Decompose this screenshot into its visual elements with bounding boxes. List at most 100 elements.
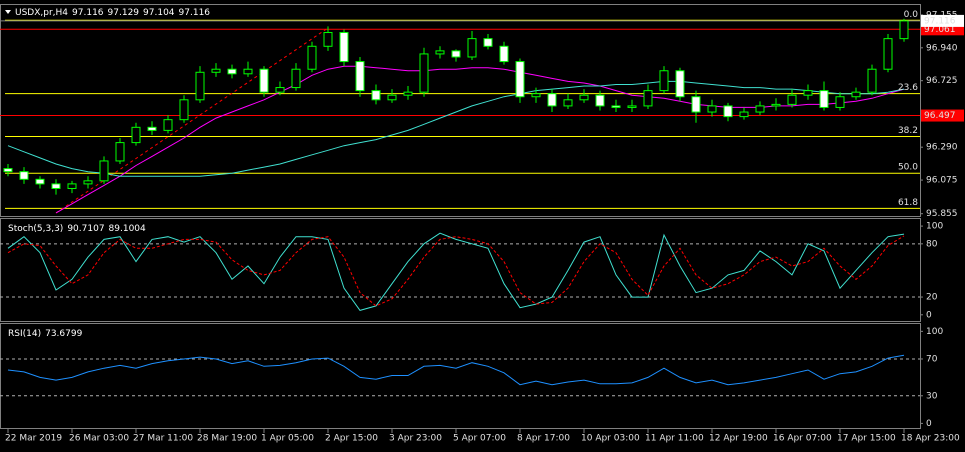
fibo-label: 61.8 [898, 198, 918, 208]
candle-body [387, 94, 397, 101]
candle-body [755, 105, 765, 113]
stoch-pane [0, 218, 921, 322]
price-label-box [921, 109, 964, 122]
y-tick-label: 0 [926, 419, 932, 429]
y-tick-label: 80 [926, 239, 938, 249]
candle-body [403, 91, 413, 96]
x-tick-label: 3 Apr 23:00 [389, 434, 442, 444]
candle-body [787, 94, 797, 105]
candle-body [227, 68, 237, 75]
indicator-value: RSI(14) [8, 329, 41, 339]
indicator-line [7, 80, 905, 177]
indicator-line [7, 354, 905, 386]
candle-body [771, 103, 781, 107]
bid-label: 97.116 [924, 16, 956, 26]
candle-body [291, 68, 301, 89]
candle-body [211, 68, 221, 73]
candle-body [83, 180, 93, 185]
header-value: 97.129 [108, 8, 140, 18]
x-tick-label: 5 Apr 07:00 [453, 434, 506, 444]
indicator-line [7, 232, 905, 311]
x-tick-label: 18 Apr 23:00 [901, 434, 960, 444]
candle-body [803, 90, 813, 96]
candle-body [99, 160, 109, 182]
candle-body [899, 20, 909, 40]
candle-body [531, 93, 541, 98]
candle-body [195, 71, 205, 101]
x-tick-label: 26 Mar 03:00 [69, 434, 129, 444]
x-tick-label: 11 Apr 11:00 [645, 434, 704, 444]
candle-body [611, 105, 621, 108]
x-tick-label: 2 Apr 15:00 [325, 434, 378, 444]
trendline [55, 27, 329, 214]
y-tick-label: 30 [926, 391, 938, 401]
candle-body [307, 45, 317, 70]
header-value: 97.116 [72, 8, 104, 18]
price-label-box [921, 23, 964, 36]
candle-body [691, 96, 701, 113]
y-tick-label: 0 [926, 310, 932, 320]
y-tick-label: 96.725 [926, 76, 958, 86]
fibo-label: 0.0 [904, 10, 919, 20]
candle-body [131, 126, 141, 144]
indicator-line [7, 235, 905, 307]
x-tick-label: 16 Apr 07:00 [773, 434, 832, 444]
candle-body [819, 90, 829, 108]
candle-body [371, 90, 381, 101]
y-tick-label: 96.290 [926, 143, 958, 153]
candle-body [243, 68, 253, 75]
rsi-pane [0, 323, 921, 429]
header: USDX,pr,H4 97.116 97.129 97.104 97.116 [15, 8, 210, 18]
candle-body [867, 68, 877, 93]
y-tick-label: 20 [926, 293, 938, 303]
y-tick-label: 96.940 [926, 43, 958, 53]
plot-layer: 22 Mar 2019 26 Mar 03:00 27 Mar 11:00 28 Ma… [0, 10, 960, 444]
x-tick-label: 28 Mar 19:00 [197, 434, 257, 444]
fibo-label: 38.2 [898, 126, 918, 136]
bid-box [921, 14, 964, 27]
candle-body [579, 94, 589, 101]
y-tick-label: 95.855 [926, 209, 958, 219]
indicator-value: 73.6799 [45, 329, 82, 339]
candle-body [147, 126, 157, 131]
candle-body [419, 53, 429, 93]
candle-body [627, 105, 637, 108]
x-tick-label: 10 Apr 03:00 [581, 434, 640, 444]
price-label: 96.497 [924, 111, 956, 121]
candle-body [51, 183, 61, 189]
candle-body [323, 32, 333, 47]
candle-body [547, 93, 557, 107]
candle-body [355, 61, 365, 92]
y-tick-label: 96.075 [926, 176, 958, 186]
candle-body [675, 70, 685, 98]
candle-body [723, 105, 733, 118]
main-pane [0, 4, 921, 217]
candle-body [499, 45, 509, 63]
candle-body [451, 50, 461, 58]
indicator-value: 89.1004 [109, 224, 146, 234]
candle-body [739, 111, 749, 118]
candle-body [835, 96, 845, 108]
candle-body [595, 94, 605, 107]
candle-body [163, 119, 173, 131]
fibo-label: 50.0 [898, 163, 918, 173]
x-tick-label: 12 Apr 19:00 [709, 434, 768, 444]
candle-body [563, 99, 573, 107]
candle-body [707, 105, 717, 113]
candle-body [659, 70, 669, 92]
candle-body [115, 142, 125, 162]
menu-triangle [5, 10, 11, 14]
header-value: 97.116 [179, 8, 211, 18]
candle-body [19, 171, 29, 180]
candle-body [179, 99, 189, 121]
x-tick-label: 27 Mar 11:00 [133, 434, 193, 444]
header-value: 97.104 [143, 8, 175, 18]
indicator-title: RSI(14) 73.6799 [8, 329, 83, 339]
indicator-value: Stoch(5,3,3) [8, 224, 63, 234]
candle-body [883, 38, 893, 70]
candle-body [435, 50, 445, 55]
price-label: 97.061 [924, 25, 956, 35]
